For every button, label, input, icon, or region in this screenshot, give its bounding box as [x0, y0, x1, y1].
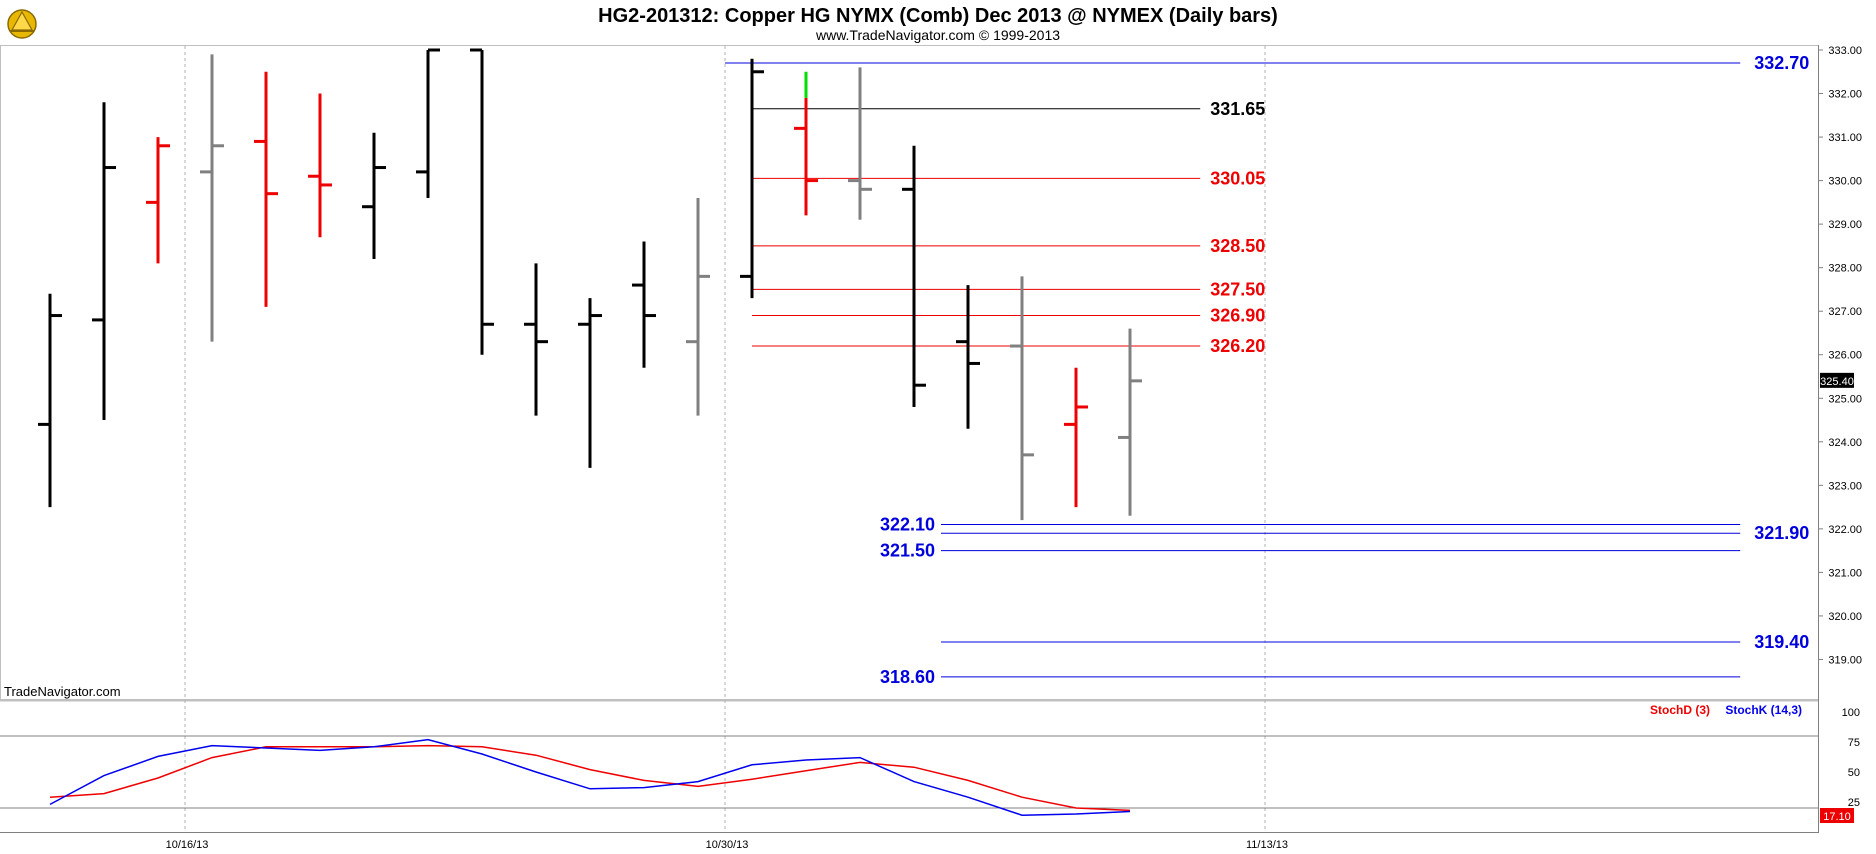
level-label: 327.50: [1210, 279, 1265, 299]
level-label: 326.90: [1210, 306, 1265, 326]
ohlc-bar: [1118, 328, 1142, 516]
level-label: 321.50: [880, 541, 935, 561]
stoch-tick-label: 50: [1848, 767, 1860, 779]
ohlc-bar: [38, 293, 62, 508]
level-label: 332.70: [1754, 53, 1809, 73]
vertical-gridlines: [184, 46, 1266, 832]
chart-subtitle: www.TradeNavigator.com © 1999-2013: [815, 27, 1060, 43]
ohlc-bar: [1064, 367, 1088, 508]
ohlc-bar: [362, 132, 386, 259]
stoch-tick-label: 100: [1842, 707, 1860, 719]
level-label: 318.60: [880, 667, 935, 687]
price-tick-label: 320.00: [1828, 611, 1862, 623]
level-label: 319.40: [1754, 632, 1809, 652]
price-axis: 333.00 332.00 331.00 330.00 329.00 328.00 327.…: [1818, 45, 1862, 666]
price-tick-label: 327.00: [1828, 306, 1862, 318]
ohlc-bar: [956, 285, 980, 429]
price-tick-label: 330.00: [1828, 176, 1862, 188]
ohlc-bar: [146, 137, 170, 264]
level-label: 322.10: [880, 515, 935, 535]
price-tick-label: 325.00: [1828, 393, 1862, 405]
price-tick-label: 328.00: [1828, 263, 1862, 275]
ohlc-bar: [578, 298, 602, 468]
level-label: 328.50: [1210, 236, 1265, 256]
ohlc-bar: [524, 263, 548, 416]
level-label: 330.05: [1210, 168, 1265, 188]
main-panel-frame: [0, 45, 1819, 700]
ohlc-bar: [794, 71, 818, 216]
ohlc-bar: [632, 241, 656, 368]
price-tick-label: 323.00: [1828, 480, 1862, 492]
logo-icon: [7, 9, 37, 39]
price-bars: [38, 48, 1142, 521]
legend-stochd: StochD (3): [1650, 703, 1710, 717]
ohlc-bar: [200, 54, 224, 342]
level-label: 331.65: [1210, 99, 1265, 119]
ohlc-bar: [902, 145, 926, 407]
date-axis: 10/16/13 10/30/13 11/13/13: [166, 839, 1288, 851]
ohlc-bar: [416, 48, 440, 199]
price-levels: 332.70 331.65 330.05 328.50 327.50 326.90 326.…: [725, 53, 1809, 687]
stoch-tick-label: 25: [1848, 797, 1860, 809]
price-tick-label: 321.00: [1828, 567, 1862, 579]
last-stoch-box: [1820, 808, 1854, 823]
price-tick-label: 331.00: [1828, 132, 1862, 144]
price-tick-label: 326.00: [1828, 350, 1862, 362]
price-tick-label: 329.00: [1828, 219, 1862, 231]
date-tick-label: 11/13/13: [1246, 839, 1288, 851]
legend-stochk: StochK (14,3): [1725, 703, 1802, 717]
last-price-label: 325.40: [1820, 376, 1854, 388]
price-tick-label: 319.00: [1828, 654, 1862, 666]
last-price-box: [1820, 372, 1854, 388]
watermark: TradeNavigator.com: [4, 684, 121, 699]
ohlc-bar: [1010, 276, 1034, 521]
chart-title: HG2-201312: Copper HG NYMX (Comb) Dec 20…: [598, 5, 1278, 27]
stochastic-panel: 100 75 50 25: [0, 707, 1860, 816]
date-tick-label: 10/16/13: [166, 839, 209, 851]
ohlc-bar: [848, 67, 872, 220]
ohlc-bar: [254, 71, 278, 307]
date-tick-label: 10/30/13: [706, 839, 749, 851]
ohlc-bar: [92, 102, 116, 421]
ohlc-bar: [470, 48, 494, 355]
price-tick-label: 332.00: [1828, 89, 1862, 101]
stoch-tick-label: 75: [1848, 737, 1860, 749]
price-tick-label: 322.00: [1828, 524, 1862, 536]
level-label: 326.20: [1210, 336, 1265, 356]
ohlc-bar: [308, 93, 332, 238]
ohlc-bar: [686, 198, 710, 416]
level-label: 321.90: [1754, 523, 1809, 543]
last-stoch-label: 17.10: [1823, 811, 1851, 823]
stoch-line-d: [49, 744, 1131, 812]
ohlc-bar: [740, 58, 764, 299]
price-tick-label: 324.00: [1828, 437, 1862, 449]
price-tick-label: 333.00: [1828, 45, 1862, 57]
stoch-line-k: [49, 738, 1131, 816]
